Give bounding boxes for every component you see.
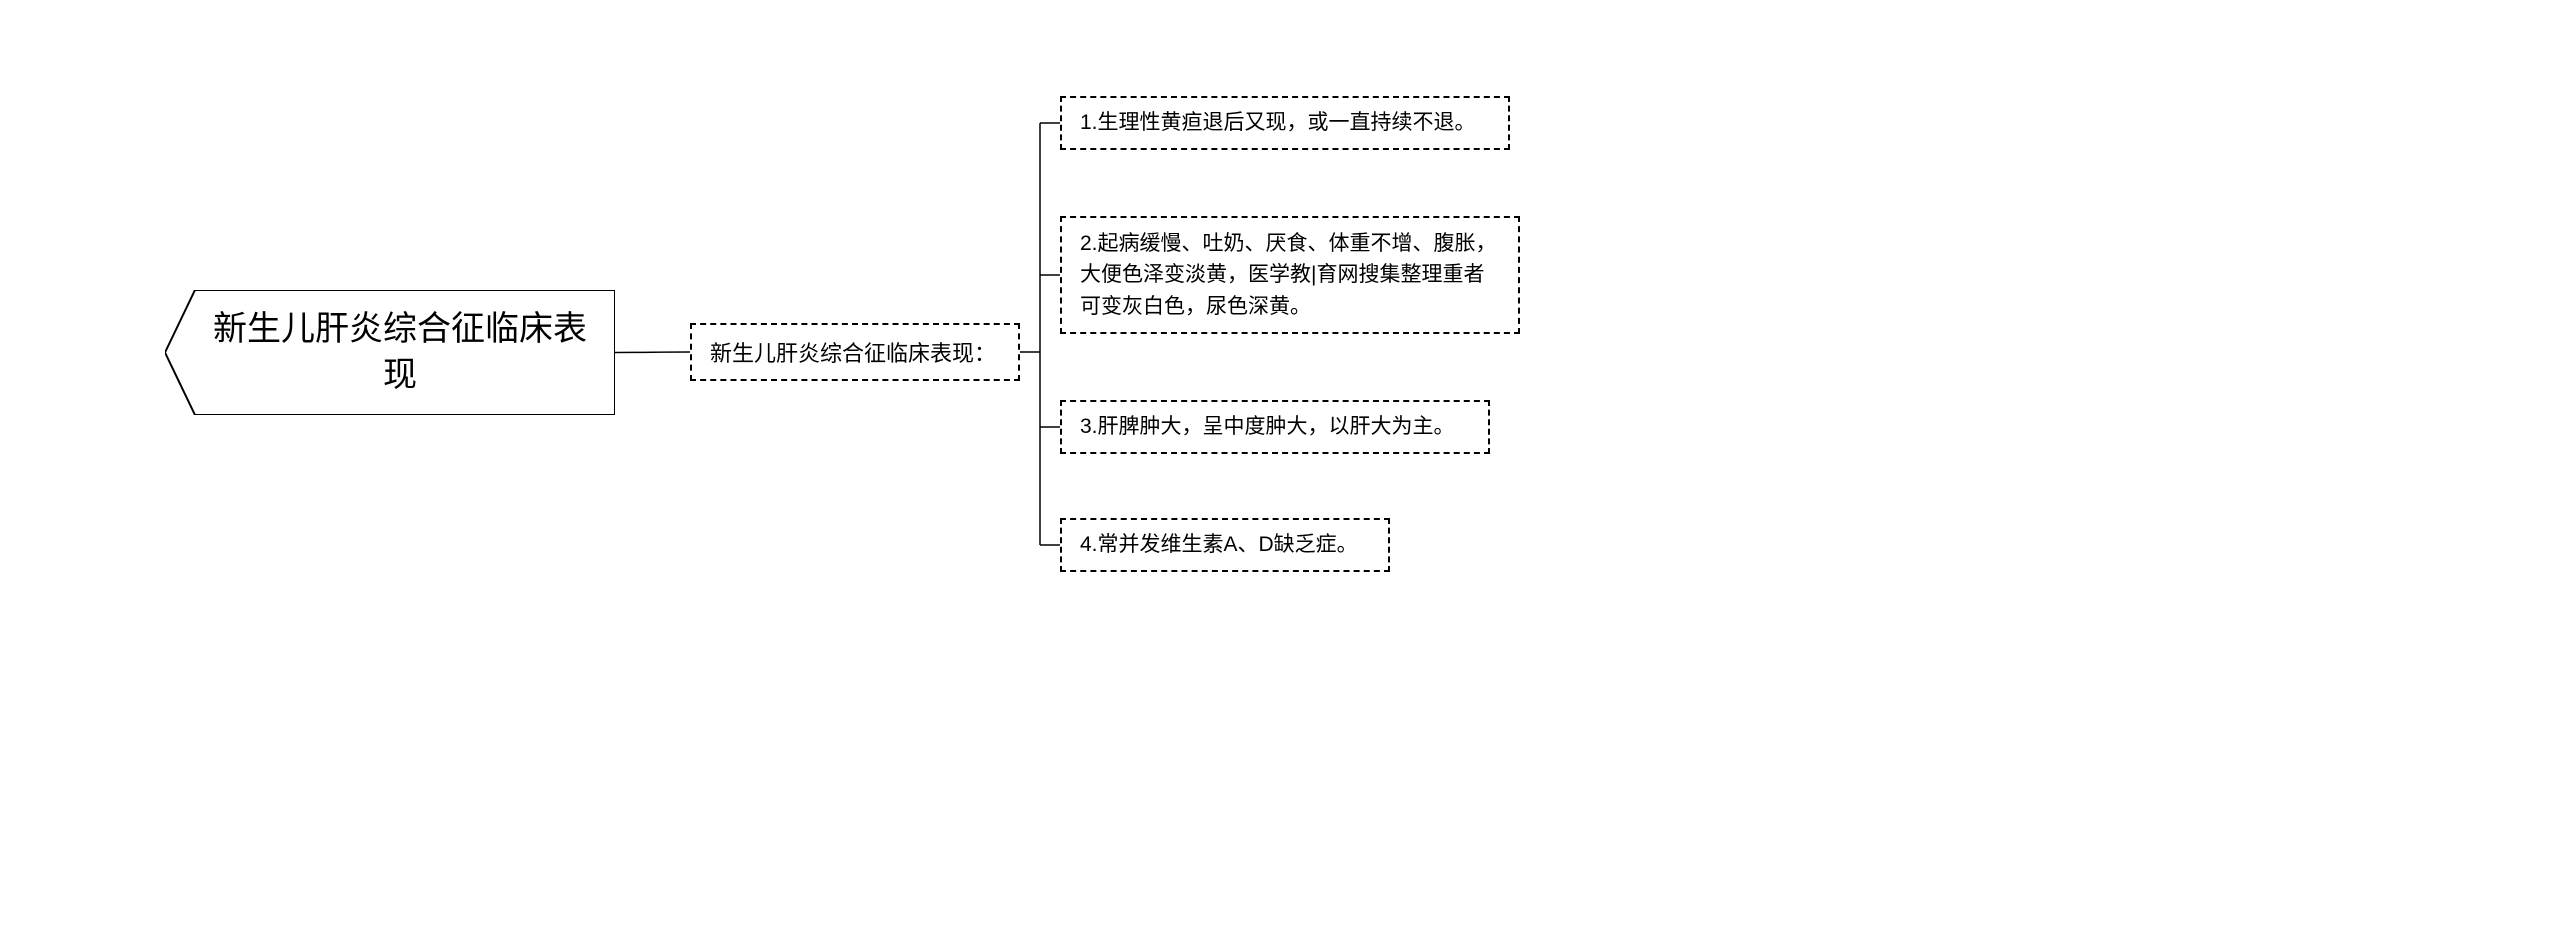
leaf-node-4: 4.常并发维生素A、D缺乏症。 [1060, 518, 1390, 572]
sub-node-text: 新生儿肝炎综合征临床表现： [710, 336, 996, 368]
sub-node: 新生儿肝炎综合征临床表现： [690, 323, 1020, 381]
leaf-node-2-text: 2.起病缓慢、吐奶、厌食、体重不增、腹胀，大便色泽变淡黄，医学教|育网搜集整理重… [1080, 228, 1500, 323]
leaf-node-1-text: 1.生理性黄疸退后又现，或一直持续不退。 [1080, 107, 1476, 139]
root-node: 新生儿肝炎综合征临床表现 [165, 290, 615, 415]
mindmap-canvas: 新生儿肝炎综合征临床表现 新生儿肝炎综合征临床表现： 1.生理性黄疸退后又现，或… [0, 0, 2560, 937]
leaf-node-2: 2.起病缓慢、吐奶、厌食、体重不增、腹胀，大便色泽变淡黄，医学教|育网搜集整理重… [1060, 216, 1520, 334]
leaf-node-3-text: 3.肝脾肿大，呈中度肿大，以肝大为主。 [1080, 411, 1455, 443]
leaf-node-4-text: 4.常并发维生素A、D缺乏症。 [1080, 529, 1358, 561]
leaf-node-3: 3.肝脾肿大，呈中度肿大，以肝大为主。 [1060, 400, 1490, 454]
root-node-text: 新生儿肝炎综合征临床表现 [205, 307, 595, 399]
leaf-node-1: 1.生理性黄疸退后又现，或一直持续不退。 [1060, 96, 1510, 150]
